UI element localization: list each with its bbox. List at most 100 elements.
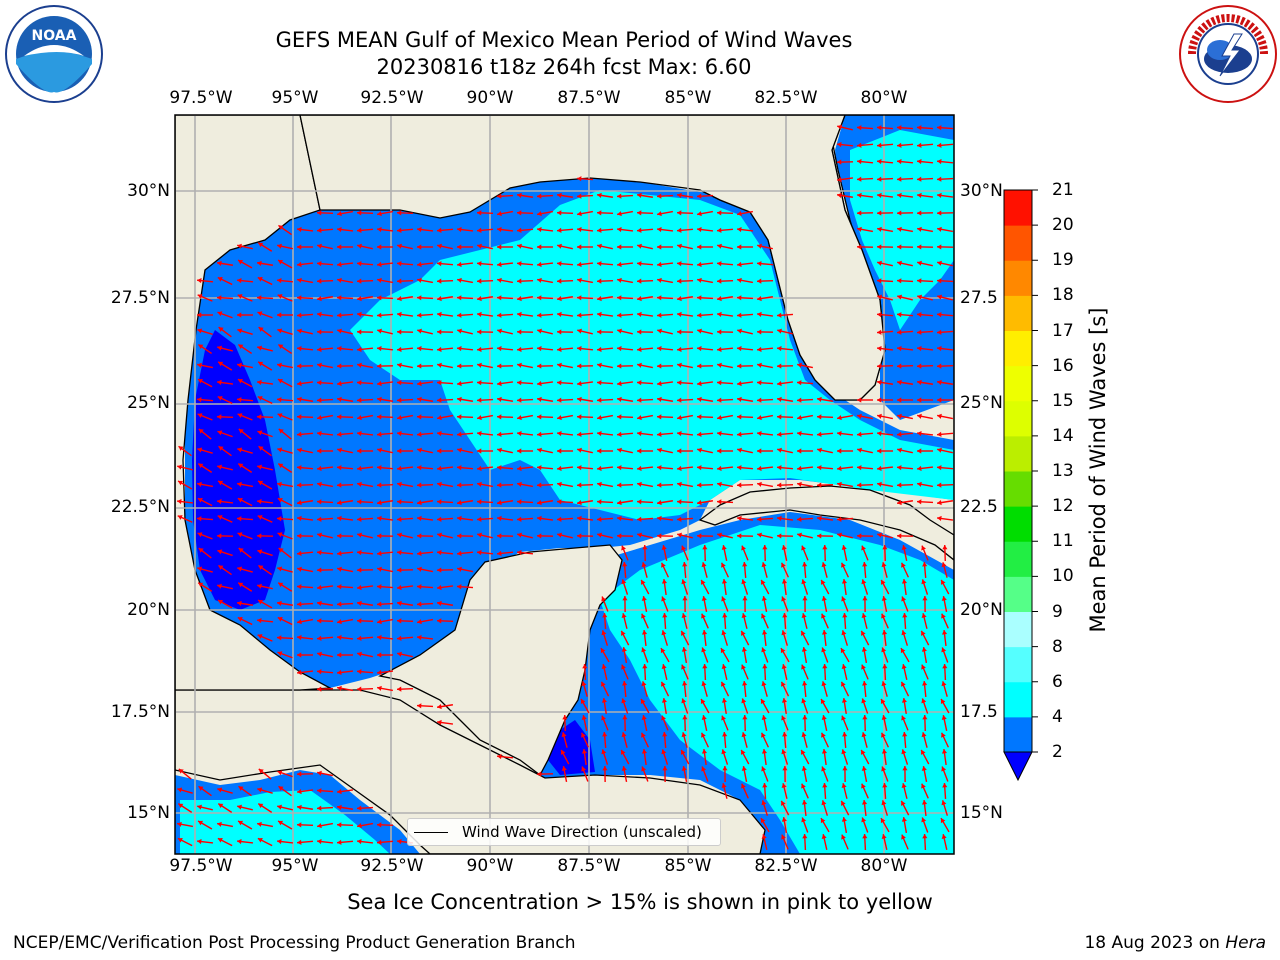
- wind-wave-arrowhead: [497, 533, 502, 539]
- wind-wave-arrowhead: [842, 732, 848, 737]
- wind-wave-arrowhead: [922, 562, 928, 567]
- wind-wave-arrowhead: [601, 749, 607, 755]
- wind-wave-arrowhead: [757, 465, 762, 472]
- wind-wave-arrowhead: [217, 414, 222, 420]
- colorbar-tick-label: 11: [1052, 531, 1074, 552]
- wind-wave-arrowhead: [637, 448, 642, 454]
- wind-wave-arrowhead: [897, 278, 902, 284]
- wind-wave-arrowhead: [717, 465, 722, 472]
- wind-wave-arrowhead: [237, 328, 243, 334]
- wind-wave-arrowhead: [397, 481, 402, 487]
- wind-wave-arrowhead: [737, 482, 742, 488]
- wind-wave-arrowhead: [697, 431, 702, 437]
- wind-wave-arrowhead: [622, 715, 628, 720]
- wind-wave-arrowhead: [198, 548, 204, 553]
- wind-wave-arrowhead: [457, 380, 462, 387]
- wind-wave-arrowhead: [417, 295, 422, 301]
- tick-label: 82.5°W: [754, 856, 818, 876]
- wind-wave-arrowhead: [777, 482, 782, 488]
- wind-wave-arrowhead: [577, 465, 582, 471]
- wind-wave-arrowhead: [717, 329, 722, 335]
- wind-wave-arrowhead: [917, 465, 922, 472]
- wind-wave-arrowhead: [777, 363, 782, 369]
- wind-wave-arrowhead: [641, 749, 648, 754]
- wind-wave-arrowhead: [417, 550, 422, 556]
- wind-wave-arrowhead: [701, 596, 707, 601]
- wind-wave-arrowhead: [742, 715, 748, 720]
- wind-wave-arrowhead: [497, 363, 502, 369]
- wind-wave-arrowhead: [437, 415, 442, 421]
- wind-wave-arrowhead: [557, 380, 562, 386]
- wind-wave-arrowhead: [701, 732, 706, 738]
- wind-wave-arrowhead: [741, 545, 746, 551]
- wind-wave-arrowhead: [861, 817, 867, 823]
- wind-wave-arrowhead: [697, 500, 702, 506]
- wind-wave-arrowhead: [257, 464, 262, 470]
- wind-wave-arrowhead: [237, 566, 243, 572]
- wind-wave-arrowhead: [397, 261, 402, 267]
- svg-text:NOAA: NOAA: [32, 28, 77, 44]
- wind-wave-arrowhead: [657, 396, 662, 402]
- wind-wave-arrowhead: [517, 227, 522, 233]
- wind-wave-arrowhead: [697, 380, 702, 387]
- wind-wave-arrowhead: [937, 192, 942, 199]
- wind-wave-arrowhead: [317, 770, 322, 776]
- wind-wave-arrowhead: [457, 550, 462, 556]
- wind-wave-arrowhead: [881, 800, 887, 806]
- wind-wave-arrowhead: [857, 176, 862, 182]
- wind-wave-arrowhead: [941, 732, 946, 738]
- wind-wave-arrowhead: [337, 328, 342, 334]
- wind-wave-arrowhead: [217, 464, 222, 470]
- wind-wave-arrowhead: [700, 579, 706, 585]
- wind-wave-arrowhead: [537, 244, 542, 250]
- wind-wave-arrowhead: [477, 278, 482, 284]
- wind-wave-arrowhead: [238, 786, 244, 791]
- wind-wave-arrowhead: [917, 176, 922, 182]
- wind-wave-arrowhead: [337, 619, 342, 625]
- wind-wave-arrowhead: [757, 397, 762, 403]
- wind-wave-arrowhead: [677, 430, 682, 437]
- wind-wave-arrowhead: [277, 635, 282, 641]
- wind-wave-arrowhead: [177, 838, 183, 843]
- tick-label: 17.5: [960, 702, 998, 722]
- wind-wave-arrowhead: [741, 783, 746, 789]
- wind-wave-arrowhead: [937, 345, 942, 352]
- wind-wave-arrowhead: [897, 192, 902, 199]
- wind-wave-arrowhead: [197, 413, 203, 418]
- wind-wave-arrowhead: [237, 516, 242, 522]
- wind-wave-arrowhead: [597, 346, 602, 352]
- wind-wave-arrowhead: [737, 465, 742, 471]
- wind-wave-arrowhead: [741, 698, 747, 704]
- wind-wave-arrowhead: [637, 532, 642, 538]
- wind-wave-arrowhead: [177, 498, 182, 505]
- wind-wave-arrowhead: [641, 732, 646, 738]
- wind-wave-arrowhead: [841, 834, 846, 840]
- wind-wave-arrowhead: [278, 225, 284, 230]
- colorbar-segment: [1004, 225, 1032, 261]
- wind-wave-arrowhead: [297, 771, 302, 777]
- wind-wave-arrowhead: [417, 500, 422, 506]
- wind-wave-arrowhead: [897, 345, 902, 352]
- wind-wave-arrowhead: [317, 210, 322, 216]
- wind-wave-arrowhead: [218, 446, 224, 451]
- wind-wave-arrowhead: [917, 278, 922, 284]
- wind-wave-arrowhead: [397, 567, 402, 573]
- wind-wave-arrowhead: [721, 783, 727, 789]
- wind-wave-arrowhead: [577, 380, 582, 387]
- wind-wave-arrowhead: [561, 766, 567, 771]
- wind-wave-arrowhead: [317, 311, 322, 318]
- tick-label: 22.5: [960, 497, 998, 517]
- wind-wave-arrowhead: [457, 482, 462, 488]
- wind-wave-arrowhead: [762, 664, 768, 669]
- wind-wave-arrowhead: [797, 397, 802, 403]
- wind-wave-arrowhead: [697, 328, 702, 334]
- wind-wave-arrowhead: [621, 732, 627, 738]
- wind-wave-arrowhead: [217, 787, 223, 793]
- wind-wave-arrowhead: [757, 532, 762, 538]
- wind-wave-arrowhead: [941, 647, 947, 653]
- wind-wave-arrowhead: [497, 244, 502, 250]
- wind-wave-arrowhead: [877, 125, 882, 131]
- wind-wave-arrowhead: [697, 312, 702, 318]
- wind-wave-arrowhead: [857, 125, 862, 131]
- wind-wave-arrowhead: [257, 533, 262, 539]
